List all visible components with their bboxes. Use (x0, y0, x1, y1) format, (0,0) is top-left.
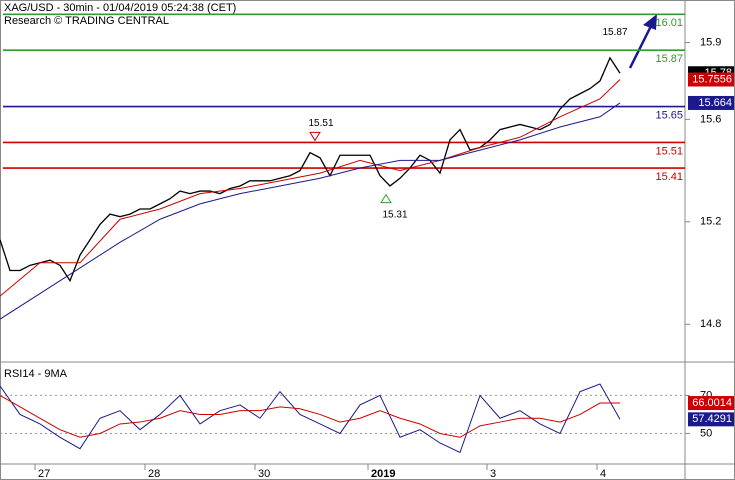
last-value-label: 57.4291 (692, 413, 732, 425)
last-value-box (688, 95, 734, 110)
y-tick-label: 15.2 (700, 216, 721, 228)
y-tick-label: 14.8 (700, 318, 721, 330)
low-label: 15.31 (382, 209, 407, 220)
series-line (0, 394, 621, 438)
x-tick-label: 27 (38, 468, 50, 480)
target-arrow-head (643, 14, 657, 30)
x-tick-label: 30 (258, 468, 270, 480)
level-label: 15.51 (655, 145, 683, 157)
x-tick-label: 2019 (371, 468, 395, 480)
level-label: 15.65 (655, 109, 683, 121)
x-tick-label: 3 (490, 468, 496, 480)
high-label: 15.51 (308, 118, 333, 129)
series-line (0, 79, 621, 297)
last-value-box (688, 396, 734, 411)
y-tick-label: 15.9 (700, 36, 721, 48)
x-tick-label: 4 (600, 468, 606, 480)
level-label: 15.87 (655, 53, 683, 65)
rsi-title: RSI14 - 9MA (4, 368, 68, 380)
chart-subtitle: Research © TRADING CENTRAL (4, 15, 169, 27)
target-arrow (628, 23, 654, 69)
y-tick-label: 50 (700, 427, 712, 439)
series-line (0, 102, 621, 320)
last-value-label: 15.7556 (692, 73, 732, 85)
last-value-box (688, 72, 734, 87)
high-marker (309, 131, 321, 142)
last-value-label: 66.0014 (692, 397, 732, 409)
level-label: 15.41 (655, 171, 683, 183)
x-tick-label: 28 (148, 468, 160, 480)
series-line (0, 56, 621, 283)
level-label: 16.01 (655, 17, 683, 29)
last-value-label: 15.664 (698, 97, 732, 109)
y-tick-label: 15.6 (700, 113, 721, 125)
last-value-box (688, 412, 734, 427)
peak-label: 15.87 (602, 27, 627, 38)
low-marker (380, 193, 392, 204)
series-line (0, 383, 621, 454)
chart-title: XAG/USD - 30min - 01/04/2019 05:24:38 (C… (4, 2, 236, 14)
